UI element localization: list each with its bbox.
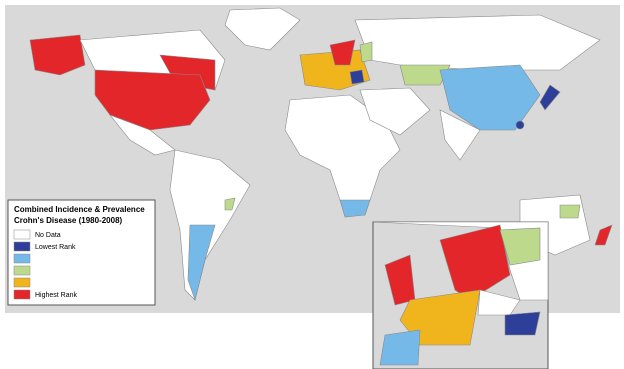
legend-title: Crohn's Disease (1980-2008) (14, 216, 123, 225)
legend-title: Combined Incidence & Prevalence (14, 205, 145, 214)
legend-swatch (13, 265, 31, 276)
greenland (224, 7, 301, 51)
legend-swatch (13, 241, 31, 252)
legend-box (7, 199, 156, 306)
inset-finland (499, 227, 541, 266)
south-africa (339, 199, 371, 218)
legend-swatch (13, 229, 31, 240)
scandinavia (329, 39, 356, 66)
legend-label: Highest Rank (35, 292, 78, 299)
legend-label: Lowest Rank (35, 244, 76, 251)
middle-east (359, 87, 431, 136)
usa (94, 69, 211, 131)
china (439, 64, 541, 131)
inset-romania (504, 311, 541, 336)
india (439, 109, 481, 161)
inset-spain (379, 329, 421, 366)
uruguay (224, 197, 236, 211)
australia-east (559, 204, 581, 219)
finland (359, 41, 373, 63)
legend-swatch (13, 277, 31, 288)
inset-scandinavia (439, 224, 511, 301)
legend: Combined Incidence & Prevalence Crohn's … (7, 199, 156, 306)
argentina (187, 224, 216, 302)
alaska (29, 34, 86, 76)
mexico (109, 114, 176, 156)
japan (539, 84, 561, 111)
legend-swatch (13, 253, 31, 264)
kazakhstan (399, 64, 451, 86)
romania (349, 69, 365, 85)
new-zealand (594, 224, 613, 246)
legend-swatch (13, 289, 31, 300)
legend-label: No Data (35, 232, 61, 239)
hong-kong (515, 120, 525, 130)
